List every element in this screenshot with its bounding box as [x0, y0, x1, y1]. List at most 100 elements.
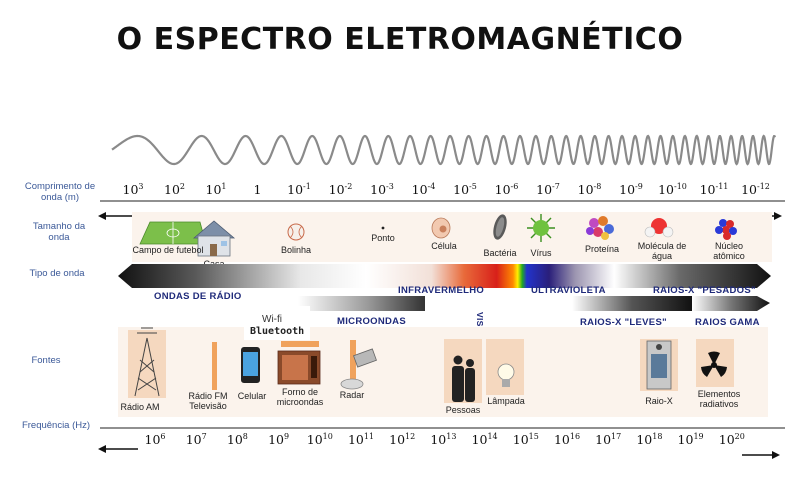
freq-arrowhead-left [98, 445, 106, 453]
wavelength-tick-exponent: -8 [593, 182, 602, 191]
wavelength-tick-base: 10 [328, 182, 345, 197]
radio-tower-icon [134, 327, 160, 397]
frequency-tick-exponent: 20 [734, 432, 745, 441]
wavelength-tick: 101 [206, 182, 227, 197]
wavelength-tick: 1 [254, 182, 262, 197]
wavelength-tick: 102 [164, 182, 185, 197]
xray-light-band [572, 296, 692, 311]
wifi-label: Wi-fi [262, 314, 282, 325]
page-title: O ESPECTRO ELETROMAGNÉTICO [116, 22, 684, 57]
size-label-protein: Proteína [584, 244, 620, 254]
wave-label-xray-light: RAIOS-X "LEVES" [580, 317, 667, 328]
frequency-tick-exponent: 11 [363, 432, 375, 441]
size-label-football-field: Campo de futebol [132, 245, 204, 255]
source-label-microwave: Forno de microondas [276, 387, 324, 407]
frequency-tick-base: 10 [595, 432, 612, 447]
wifi-box [244, 306, 310, 340]
wavelength-tick-base: 10 [164, 182, 180, 197]
size-arrowhead-right [774, 212, 782, 220]
frequency-tick-exponent: 19 [693, 432, 704, 441]
frequency-tick-base: 10 [268, 432, 284, 447]
house-icon [192, 220, 236, 257]
wave-label-xray-heavy: RAIOS-X "PESADOS" [653, 285, 756, 296]
source-label-lamp: Lâmpada [487, 396, 525, 406]
frequency-tick-base: 10 [677, 432, 694, 447]
wave-label-ultraviolet: ULTRAVIOLETA [531, 285, 606, 296]
frequency-tick: 106 [145, 432, 166, 447]
frequency-tick-exponent: 14 [487, 432, 498, 441]
football-field-icon [139, 221, 207, 245]
frequency-tick: 1011 [348, 432, 374, 447]
wavelength-tick: 103 [123, 182, 144, 197]
source-label-fm-tv: Rádio FM Televisão [188, 391, 228, 411]
frequency-tick-exponent: 10 [322, 432, 333, 441]
frequency-tick-base: 10 [553, 432, 570, 447]
wave-label-gamma: RAIOS GAMA [695, 317, 760, 328]
frequency-tick: 109 [268, 432, 289, 447]
frequency-tick-base: 10 [185, 432, 202, 447]
frequency-tick-base: 10 [306, 432, 323, 447]
wavelength-tick: 10-9 [619, 182, 643, 197]
size-label-bacteria: Bactéria [483, 248, 517, 258]
wavelength-tick-base: 1 [253, 182, 262, 197]
wavelength-tick-base: 10 [370, 182, 387, 197]
frequency-tick-base: 10 [144, 432, 161, 447]
microwave-oven-icon [277, 341, 321, 385]
row-label-wave-type: Tipo de onda [29, 268, 85, 279]
xray-machine-icon [646, 340, 672, 390]
wave-label-infrared: INFRAVERMELHO [398, 285, 485, 296]
cellphone-icon [241, 347, 260, 383]
frequency-tick-exponent: 13 [446, 432, 457, 441]
wavelength-tick-exponent: -12 [757, 182, 770, 191]
wavelength-tick-exponent: -10 [674, 182, 687, 191]
wavelength-tick-exponent: -11 [715, 182, 729, 191]
wavelength-tick-exponent: -7 [552, 182, 560, 191]
bluetooth-label: Bluetooth [250, 326, 305, 337]
frequency-tick-exponent: 9 [284, 432, 290, 441]
wavelength-tick-exponent: -5 [469, 182, 477, 191]
source-label-cellphone: Celular [237, 391, 267, 401]
wavelength-tick-base: 10 [699, 182, 716, 197]
source-label-people: Pessoas [445, 405, 481, 415]
row-label-frequency: Frequência (Hz) [21, 420, 91, 431]
frequency-tick-base: 10 [471, 432, 488, 447]
water-molecule-icon [644, 218, 674, 238]
frequency-tick-base: 10 [430, 432, 447, 447]
frequency-tick: 1015 [513, 432, 539, 447]
wavelength-tick: 10-12 [741, 182, 770, 197]
radiation-icon [701, 351, 727, 377]
frequency-tick-exponent: 15 [528, 432, 539, 441]
wavelength-tick-exponent: 3 [138, 182, 144, 191]
wavelength-tick-exponent: 1 [221, 182, 227, 191]
frequency-tick: 1013 [430, 432, 456, 447]
size-label-atomic-nucleus: Núcleo atômico [713, 241, 745, 261]
size-label-water-molecule: Molécula de água [637, 241, 687, 261]
wavelength-tick-exponent: -6 [510, 182, 519, 191]
frequency-tick-base: 10 [347, 432, 364, 447]
wavelength-tick: 10-10 [658, 182, 687, 197]
wavelength-tick: 10-5 [453, 182, 477, 197]
wavelength-tick-exponent: -9 [635, 182, 643, 191]
fm-tv-bar-icon [212, 342, 217, 390]
wavelength-tick: 10-7 [536, 182, 560, 197]
wavelength-tick-exponent: -4 [427, 182, 436, 191]
gamma-band [692, 296, 770, 311]
frequency-tick-base: 10 [226, 432, 243, 447]
source-bg-am [128, 330, 166, 398]
frequency-tick: 1016 [554, 432, 580, 447]
dot-icon [381, 226, 385, 230]
frequency-tick-exponent: 17 [611, 432, 622, 441]
protein-icon [586, 216, 614, 240]
wavelength-tick-base: 10 [741, 182, 758, 197]
wavelength-tick: 10-11 [700, 182, 729, 197]
wavelength-tick-base: 10 [122, 182, 139, 197]
frequency-tick-exponent: 7 [201, 432, 207, 441]
wave-label-microwaves: MICROONDAS [337, 316, 406, 327]
frequency-tick: 1010 [307, 432, 333, 447]
wavelength-tick-exponent: -3 [386, 182, 394, 191]
frequency-tick: 1020 [719, 432, 745, 447]
wave-label-radio: ONDAS DE RÁDIO [154, 291, 242, 302]
radar-icon [340, 340, 377, 390]
frequency-tick-exponent: 16 [569, 432, 581, 441]
